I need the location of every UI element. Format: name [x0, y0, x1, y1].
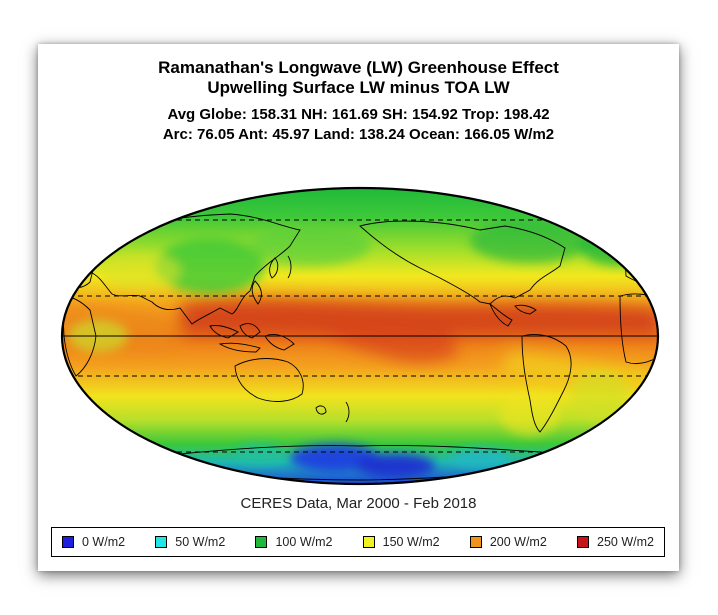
legend-swatch: [577, 536, 589, 548]
stats-line-2: Arc: 76.05 Ant: 45.97 Land: 138.24 Ocean…: [162, 126, 555, 143]
legend-item: 50 W/m2: [155, 535, 225, 549]
mollweide-map: [60, 186, 660, 486]
legend-label: 100 W/m2: [275, 535, 333, 549]
legend-swatch: [255, 536, 268, 548]
legend-item: 100 W/m2: [255, 535, 332, 549]
legend-swatch: [155, 536, 168, 548]
legend-swatch: [362, 536, 375, 548]
legend-label: 250 W/m2: [597, 535, 654, 549]
legend-swatch: [469, 536, 482, 548]
figure-card: Ramanathan's Longwave (LW) Greenhouse Ef…: [38, 44, 679, 571]
figure-title: Ramanathan's Longwave (LW) Greenhouse Ef…: [158, 58, 559, 77]
stats-line-1: Avg Globe: 158.31 NH: 161.69 SH: 154.92 …: [167, 106, 550, 123]
figure-subtitle: Upwelling Surface LW minus TOA LW: [207, 78, 510, 97]
data-source-caption: CERES Data, Mar 2000 - Feb 2018: [240, 495, 477, 512]
world-map: [60, 186, 660, 486]
legend-swatch: [62, 536, 74, 548]
legend-label: 50 W/m2: [175, 535, 226, 549]
legend-item: 250 W/m2: [577, 535, 654, 549]
legend-item: 200 W/m2: [469, 535, 547, 549]
legend-label: 150 W/m2: [382, 535, 440, 549]
legend-item: 150 W/m2: [362, 535, 440, 549]
legend-label: 0 W/m2: [82, 535, 126, 549]
legend-label: 200 W/m2: [489, 535, 547, 549]
color-legend: 0 W/m2 50 W/m2 100 W/m2 150 W/m2 200 W/m2 250…: [51, 527, 665, 557]
map-border: [60, 186, 660, 486]
legend-item: 0 W/m2: [62, 535, 125, 549]
